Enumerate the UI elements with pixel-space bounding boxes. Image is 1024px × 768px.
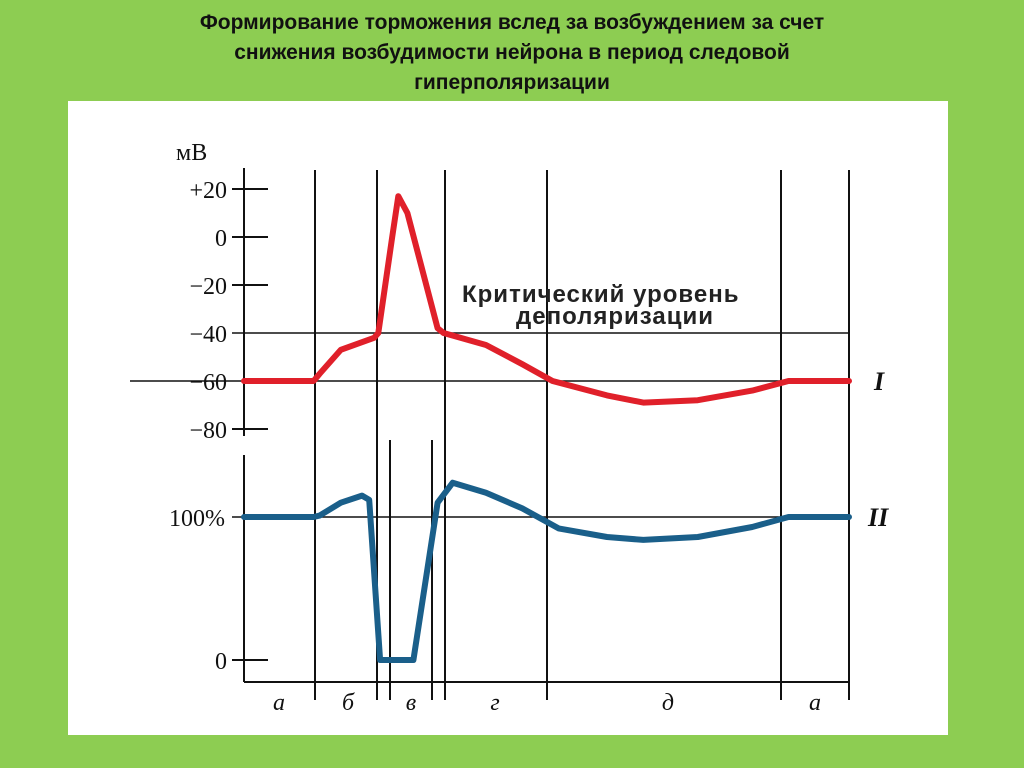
excitability-tick-label: 100% xyxy=(169,506,225,532)
critical-level-annotation: Критический уровень деполяризации xyxy=(462,281,739,330)
excitability-curve xyxy=(241,479,852,663)
critical-level-label-line-2: деполяризации xyxy=(516,303,714,330)
mv-tick-label: −60 xyxy=(189,370,227,396)
slide-title-line-1: Формирование торможения вслед за возбужд… xyxy=(199,11,825,34)
slide-title-line-3: гиперполяризации xyxy=(414,71,610,94)
series-label-II: II xyxy=(867,503,889,532)
excitability-tick-label: 0 xyxy=(215,649,227,675)
mv-unit-label: мВ xyxy=(176,140,207,166)
phase-label: д xyxy=(662,690,674,716)
phase-label: г xyxy=(490,690,499,716)
mv-tick-label: +20 xyxy=(189,178,227,204)
phase-dividers xyxy=(314,170,850,700)
mv-tick-label: −80 xyxy=(189,418,227,444)
mv-tick-label: −20 xyxy=(189,274,227,300)
mv-tick-labels: мВ +20 0 −20 −40 −60 −80 100% 0 xyxy=(169,140,227,675)
series-label-I: I xyxy=(873,367,885,396)
phase-label: в xyxy=(406,690,416,716)
excitability-axis xyxy=(232,455,268,682)
phase-label: а xyxy=(809,690,821,716)
phase-label: а xyxy=(273,690,285,716)
slide-title: Формирование торможения вслед за возбужд… xyxy=(60,8,964,98)
mv-tick-label: 0 xyxy=(215,226,227,252)
mv-tick-label: −40 xyxy=(189,322,227,348)
critical-level-label-line-1: Критический уровень xyxy=(462,281,739,308)
mv-axis xyxy=(232,168,268,436)
slide-title-line-2: снижения возбудимости нейрона в период с… xyxy=(234,41,790,64)
figure-panel xyxy=(68,101,948,735)
membrane-potential-curve xyxy=(241,193,852,406)
phase-label: б xyxy=(342,690,355,716)
